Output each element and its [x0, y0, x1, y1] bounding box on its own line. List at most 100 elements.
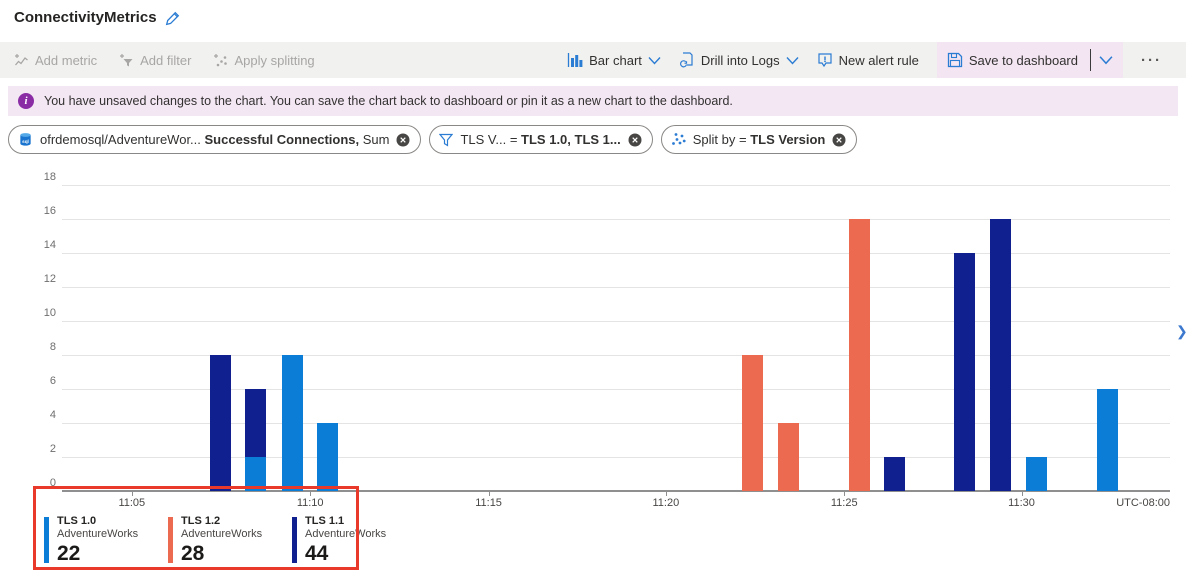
y-axis-label-10: 10	[43, 307, 56, 319]
metric-pill[interactable]: sql ofrdemosql/AdventureWor... Successfu…	[8, 125, 422, 154]
x-axis-label-11:20: 11:20	[652, 497, 680, 509]
x-tick-11:20	[665, 492, 667, 496]
legend-resource-name: AdventureWorks	[57, 528, 139, 540]
legend-swatch	[44, 517, 49, 563]
save-to-dashboard-button[interactable]: Save to dashboard	[947, 52, 1078, 68]
remove-metric-icon[interactable]	[396, 133, 410, 147]
y-axis-label-4: 4	[49, 409, 56, 421]
bar-11:32-TLS 1.0	[1096, 389, 1118, 491]
remove-split-icon[interactable]	[832, 133, 846, 147]
filter-icon	[439, 133, 454, 147]
y-axis-label-8: 8	[49, 341, 56, 353]
save-to-dashboard-label: Save to dashboard	[968, 52, 1078, 68]
save-to-dashboard-group: Save to dashboard	[936, 42, 1123, 78]
split-pill-text: Split by = TLS Version	[692, 132, 826, 147]
gridline-y-10	[62, 321, 1170, 322]
page-title: ConnectivityMetrics	[14, 9, 157, 26]
toolbar-right-group: Bar chart Drill into Logs	[567, 42, 1162, 78]
svg-text:sql: sql	[22, 139, 29, 144]
legend-resource-name: AdventureWorks	[305, 528, 387, 540]
y-axis-label-14: 14	[43, 239, 56, 251]
bar-11:26-TLS 1.1	[884, 457, 906, 491]
filter-pill-text: TLS V... = TLS 1.0, TLS 1...	[460, 132, 621, 147]
bar-11:11-TLS 1.0	[316, 423, 338, 491]
split-pill[interactable]: Split by = TLS Version	[660, 125, 858, 154]
legend-series-name: TLS 1.0	[57, 515, 97, 527]
x-axis-label-11:05: 11:05	[118, 497, 146, 509]
y-axis-label-6: 6	[49, 375, 56, 387]
banner-message: You have unsaved changes to the chart. Y…	[44, 94, 733, 108]
info-icon: i	[18, 93, 34, 109]
legend-series-name: TLS 1.1	[305, 515, 345, 527]
y-axis-label-16: 16	[43, 205, 56, 217]
x-tick-11:10	[310, 492, 312, 496]
bar-11:25-TLS 1.2	[848, 219, 870, 491]
bar-11:08-TLS 1.1	[210, 355, 232, 491]
new-alert-rule-label: New alert rule	[838, 52, 919, 68]
x-axis-label-11:10: 11:10	[296, 497, 324, 509]
x-axis-label-11:15: 11:15	[475, 497, 502, 509]
bar-11:23-TLS 1.2	[777, 423, 799, 491]
save-dropdown-chevron-icon[interactable]	[1099, 55, 1113, 65]
drill-into-logs-button[interactable]: Drill into Logs	[679, 52, 799, 68]
filter-pill[interactable]: TLS V... = TLS 1.0, TLS 1...	[429, 125, 653, 154]
annotation-highlight-box	[33, 486, 359, 570]
add-metric-label: Add metric	[35, 52, 98, 68]
bar-11:10-TLS 1.0	[282, 355, 304, 491]
add-metric-icon	[14, 53, 29, 68]
gridline-y-2	[62, 457, 1170, 458]
chart-toolbar: Add metric Add filter Apply splitting	[0, 42, 1186, 78]
x-tick-11:30	[1021, 492, 1023, 496]
legend-swatch	[292, 517, 297, 563]
new-alert-rule-icon	[817, 52, 833, 68]
metric-pill-text: ofrdemosql/AdventureWor... Successful Co…	[40, 132, 390, 147]
x-tick-11:15	[488, 492, 490, 496]
edit-pencil-icon[interactable]	[165, 10, 181, 26]
apply-splitting-label: Apply splitting	[234, 52, 315, 68]
bar-11:30-TLS 1.0	[1025, 457, 1047, 491]
add-filter-label: Add filter	[140, 52, 192, 68]
bar-11:09-TLS 1.0	[244, 457, 266, 491]
legend-item-TLS-1.0[interactable]: TLS 1.0 AdventureWorks 22	[44, 515, 144, 566]
remove-filter-icon[interactable]	[628, 133, 642, 147]
y-axis-label-2: 2	[49, 443, 56, 455]
drill-into-logs-label: Drill into Logs	[700, 52, 780, 68]
x-tick-11:25	[844, 492, 846, 496]
gridline-y-0	[62, 490, 1170, 492]
x-axis-label-11:30: 11:30	[1008, 497, 1035, 509]
drill-into-logs-icon	[679, 52, 695, 68]
toolbar-left-group: Add metric Add filter Apply splitting	[14, 53, 315, 68]
legend-series-total: 22	[57, 542, 81, 565]
chevron-down-icon	[648, 56, 661, 65]
split-icon	[671, 132, 686, 147]
bar-11:22-TLS 1.2	[742, 355, 764, 491]
gridline-y-6	[62, 389, 1170, 390]
gridline-y-18	[62, 185, 1170, 186]
chart-title-bar: ConnectivityMetrics	[14, 9, 181, 26]
gridline-y-12	[62, 287, 1170, 288]
add-metric-button[interactable]: Add metric	[14, 53, 97, 68]
add-filter-button[interactable]: Add filter	[119, 53, 191, 68]
gridline-y-16	[62, 219, 1170, 220]
gridline-y-4	[62, 423, 1170, 424]
y-axis-label-18: 18	[43, 171, 56, 183]
x-tick-11:05	[131, 492, 133, 496]
legend-swatch	[168, 517, 173, 563]
legend-item-TLS-1.2[interactable]: TLS 1.2 AdventureWorks 28	[168, 515, 268, 566]
timezone-label: UTC-08:00	[1116, 497, 1170, 509]
legend-resource-name: AdventureWorks	[181, 528, 263, 540]
y-axis-label-12: 12	[43, 273, 56, 285]
gridline-y-8	[62, 355, 1170, 356]
chevron-down-icon	[786, 56, 799, 65]
add-filter-icon	[119, 53, 134, 68]
x-axis-label-11:25: 11:25	[830, 497, 858, 509]
new-alert-rule-button[interactable]: New alert rule	[817, 52, 919, 68]
bar-chart-type-button[interactable]: Bar chart	[567, 52, 661, 68]
apply-splitting-button[interactable]: Apply splitting	[213, 52, 315, 68]
legend-text: TLS 1.0 AdventureWorks 22	[57, 515, 138, 566]
legend-item-TLS-1.1[interactable]: TLS 1.1 AdventureWorks 44	[292, 515, 392, 566]
legend-text: TLS 1.2 AdventureWorks 28	[181, 515, 262, 566]
chart-legend: TLS 1.0 AdventureWorks 22 TLS 1.2 AdventureW…	[44, 515, 392, 566]
more-options-button[interactable]: ···	[1141, 51, 1162, 69]
expand-right-chevron-icon[interactable]: ❯	[1176, 323, 1186, 340]
